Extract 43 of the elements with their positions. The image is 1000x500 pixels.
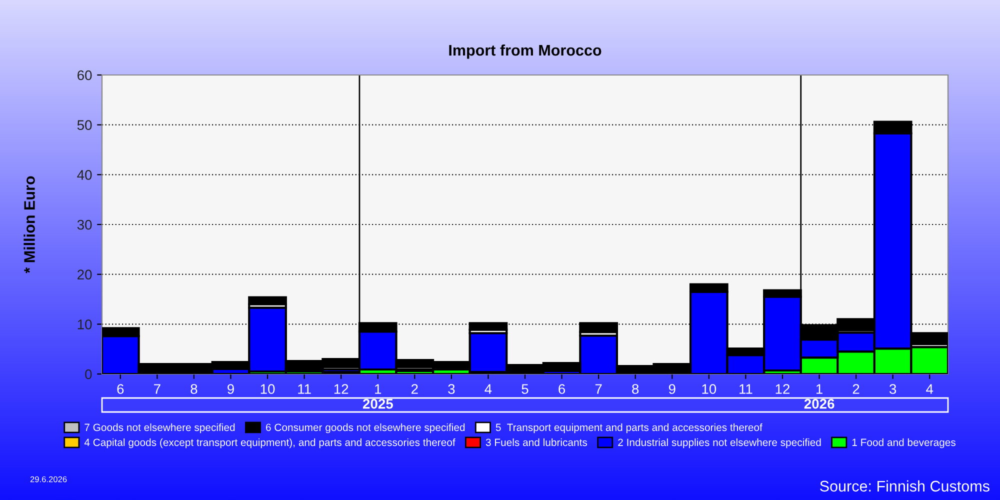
y-tick-label: 30 [77,220,92,230]
x-tick-label: 10 [702,384,716,394]
x-tick-label: 11 [740,384,752,394]
x-tick-label: 3 [889,384,896,394]
legend-label: 1 Food and beverages [852,438,956,448]
source-note: Source: Finnish Customs [820,480,990,492]
legend-label: 2 Industrial supplies not elsewhere specified [618,438,821,448]
x-tick-label: 2 [411,384,418,394]
x-tick-label: 5 [522,384,528,394]
x-tick-label: 2 [852,384,860,394]
text: 2025 [362,398,393,409]
x-tick-label: 4 [484,384,492,394]
text: 2026 [804,398,834,409]
x-tick-label: 1 [816,384,822,394]
legend-label: 7 Goods not elsewhere specified [84,423,235,434]
legend-label: 4 Capital goods (except transport equipment), and parts and accessories thereof [84,438,456,448]
legend-label: 6 Consumer goods not elsewhere specified [266,423,465,434]
x-tick-label: 6 [117,384,124,394]
legend-label: 3 Fuels and lubricants [486,438,588,446]
x-tick-label: 3 [448,384,455,394]
x-tick-label: 6 [558,384,566,394]
x-tick-label: 10 [260,384,275,394]
y-tick-label: 20 [78,270,92,280]
y-axis-title: * Million Euro [24,176,35,274]
x-tick-label: 8 [190,384,198,394]
x-tick-label: 12 [776,384,790,394]
x-tick-label: 9 [668,384,676,394]
x-tick-label: 1 [375,384,382,394]
legend-label: 5 Transport equipment and parts and accessories thereof [496,423,762,434]
y-tick-label: 60 [78,70,92,80]
y-tick-label: 0 [85,369,92,380]
x-tick-label: 11 [298,384,311,394]
y-tick-label: 50 [77,120,92,130]
x-tick-label: 7 [154,384,160,394]
x-tick-label: 8 [632,384,639,394]
x-tick-label: 4 [926,384,934,394]
x-tick-label: 7 [595,384,602,394]
x-tick-label: 12 [334,384,348,394]
text: 29.6.2026 [30,476,67,482]
x-tick-label: 9 [228,384,234,394]
y-tick-label: 40 [77,170,92,180]
y-tick-label: 10 [78,320,92,330]
chart-title: Import from Morocco [449,44,602,59]
